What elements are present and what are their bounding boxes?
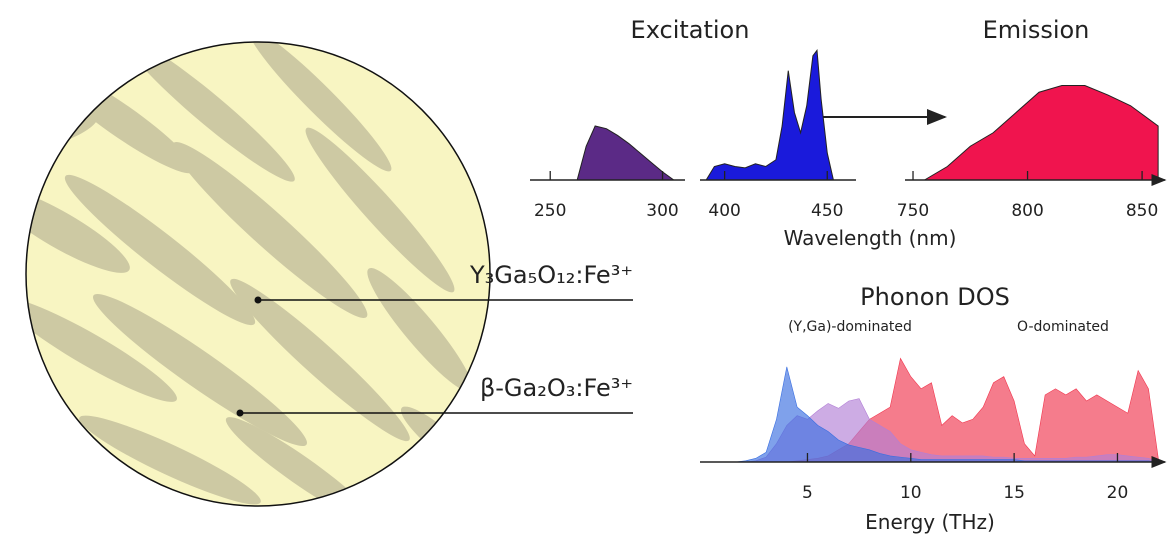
x-tick-label: 400 xyxy=(708,201,740,221)
x-tick-label: 250 xyxy=(534,201,566,221)
spectrum-area xyxy=(576,125,676,181)
x-tick-label: 20 xyxy=(1107,483,1129,503)
spectrum-area xyxy=(922,85,1159,181)
x-tick-label: 15 xyxy=(1003,483,1025,503)
x-tick-label: 450 xyxy=(811,201,843,221)
annotation: O-dominated xyxy=(1017,319,1109,335)
chart-title: Emission xyxy=(983,16,1090,44)
chart-title: Excitation xyxy=(631,16,750,44)
x-tick-label: 5 xyxy=(802,483,813,503)
phase-label: Y₃Ga₅O₁₂:Fe³⁺ xyxy=(469,261,633,289)
spectrum-area xyxy=(705,49,835,181)
chart-title: Phonon DOS xyxy=(860,283,1010,311)
x-tick-label: 750 xyxy=(897,201,929,221)
x-tick-label: 800 xyxy=(1011,201,1043,221)
annotation: (Y,Ga)-dominated xyxy=(788,319,912,335)
spectrum-area xyxy=(704,366,1159,463)
x-tick-label: 850 xyxy=(1126,201,1158,221)
x-axis-label: Wavelength (nm) xyxy=(784,226,957,250)
x-tick-label: 10 xyxy=(900,483,922,503)
phase-label: β-Ga₂O₃:Fe³⁺ xyxy=(480,374,633,402)
x-tick-label: 300 xyxy=(646,201,678,221)
microstructure xyxy=(25,41,491,507)
x-axis-label: Energy (THz) xyxy=(865,510,995,534)
phase-labels: Y₃Ga₅O₁₂:Fe³⁺ β-Ga₂O₃:Fe³⁺ xyxy=(236,261,633,417)
